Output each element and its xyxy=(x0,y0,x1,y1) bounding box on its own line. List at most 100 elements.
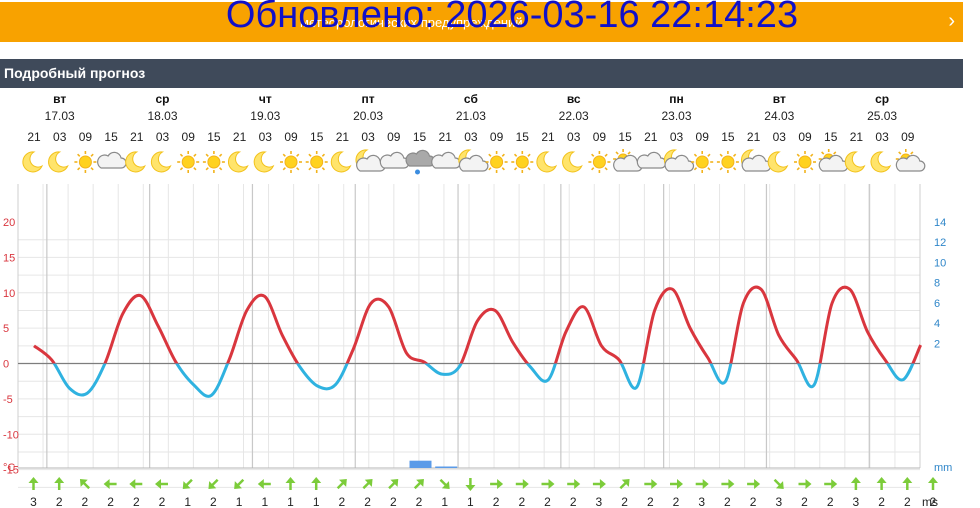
date-label: 24.03 xyxy=(764,109,794,123)
wind-arrow-icon xyxy=(234,478,245,489)
hour-label: 03 xyxy=(567,130,581,144)
weather-moon-icon xyxy=(228,151,249,173)
wind-speed-label: 1 xyxy=(313,495,320,508)
wind-arrow-icon xyxy=(721,479,735,489)
wind-speed-label: 2 xyxy=(724,495,731,508)
weather-cloud-icon xyxy=(379,151,410,169)
weather-sun-icon xyxy=(305,151,328,173)
weather-sun-icon xyxy=(511,151,534,173)
wind-arrow-icon xyxy=(695,479,709,489)
wind-arrow-icon xyxy=(28,477,39,490)
hour-label: 21 xyxy=(233,130,247,144)
temp-tick-label: 15 xyxy=(3,252,15,264)
wind-arrow-icon xyxy=(824,479,838,489)
precip-tick-label: 2 xyxy=(934,338,940,350)
hour-label: 03 xyxy=(875,130,889,144)
wind-arrow-icon xyxy=(850,477,861,490)
wind-speed-label: 1 xyxy=(287,495,294,508)
wind-speed-label: 1 xyxy=(184,495,191,508)
weather-moon-icon xyxy=(536,151,558,173)
wind-speed-label: 2 xyxy=(416,495,423,508)
wind-arrow-icon xyxy=(644,479,658,489)
banner-subtitle: метеорологических предупреждений xyxy=(300,15,523,30)
wind-speed-label: 2 xyxy=(544,495,551,508)
wind-arrow-icon xyxy=(465,478,476,491)
day-label: пт xyxy=(362,92,375,106)
wind-speed-label: 1 xyxy=(261,495,268,508)
weather-sun-icon xyxy=(177,151,200,173)
weather-moon-cloud-icon xyxy=(458,149,489,172)
temperature-line-cold xyxy=(52,363,915,398)
weather-sun-icon xyxy=(280,151,302,173)
wind-speed-label: 2 xyxy=(493,495,500,508)
temp-tick-label: -15 xyxy=(3,465,19,477)
weather-moon-icon xyxy=(48,151,69,173)
hour-label: 03 xyxy=(259,130,273,144)
wind-arrow-icon xyxy=(670,479,683,489)
weather-sun-icon xyxy=(74,151,97,173)
wind-speed-label: 3 xyxy=(775,495,782,508)
day-label: пн xyxy=(669,92,684,106)
wind-speed-label: 2 xyxy=(673,495,680,508)
wind-arrow-icon xyxy=(285,477,296,490)
temp-tick-label: -10 xyxy=(3,429,19,441)
hour-label: 21 xyxy=(439,130,453,144)
section-header: Подробный прогноз xyxy=(0,59,963,88)
wind-speed-label: 2 xyxy=(647,495,654,508)
wind-arrow-icon xyxy=(515,479,529,489)
day-label: чт xyxy=(259,92,272,106)
hour-label: 09 xyxy=(284,130,298,144)
wind-speed-label: 2 xyxy=(801,495,808,508)
precip-tick-label: 10 xyxy=(934,257,946,269)
wind-arrow-icon xyxy=(54,477,65,490)
wind-speed-label: 3 xyxy=(30,495,37,508)
wind-arrow-icon xyxy=(388,479,399,490)
wind-speed-label: 2 xyxy=(518,495,525,508)
weather-moon-icon xyxy=(125,151,146,173)
hour-label: 09 xyxy=(490,130,504,144)
wind-arrow-icon xyxy=(541,479,555,489)
date-label: 19.03 xyxy=(250,109,280,123)
wind-unit-label: ms xyxy=(922,495,938,508)
hour-label: 09 xyxy=(798,130,812,144)
precip-bar xyxy=(435,466,458,468)
wind-speed-label: 2 xyxy=(750,495,757,508)
hour-label: 09 xyxy=(79,130,93,144)
wind-speed-label: 2 xyxy=(56,495,63,508)
weather-moon-cloud-icon xyxy=(663,149,695,172)
weather-sun-icon xyxy=(691,151,714,173)
hour-label: 21 xyxy=(541,130,555,144)
temp-unit-label: °C xyxy=(3,462,15,474)
hour-label: 03 xyxy=(773,130,787,144)
wind-arrow-icon xyxy=(413,479,424,490)
warning-banner[interactable]: метеорологических предупреждений › xyxy=(0,2,963,42)
day-label: ср xyxy=(155,92,169,106)
hour-label: 15 xyxy=(104,130,118,144)
weather-sun-cloud-icon xyxy=(895,149,926,172)
hour-label: 15 xyxy=(824,130,838,144)
hour-label: 03 xyxy=(53,130,67,144)
day-label: сб xyxy=(464,92,478,106)
date-label: 17.03 xyxy=(45,109,75,123)
wind-arrow-icon xyxy=(592,479,606,489)
day-label: ср xyxy=(875,92,889,106)
weather-cloud-icon xyxy=(431,151,461,169)
wind-arrow-icon xyxy=(129,479,143,489)
wind-speed-label: 2 xyxy=(133,495,140,508)
wind-speed-label: 2 xyxy=(904,495,911,508)
precip-tick-label: 12 xyxy=(934,237,946,249)
wind-arrow-icon xyxy=(928,477,938,490)
wind-speed-label: 2 xyxy=(621,495,628,508)
weather-sun-cloud-icon xyxy=(818,149,849,172)
hour-label: 03 xyxy=(670,130,684,144)
weather-sun-icon xyxy=(485,151,508,173)
hour-label: 03 xyxy=(464,130,478,144)
weather-moon-icon xyxy=(767,151,789,173)
hour-label: 21 xyxy=(850,130,864,144)
weather-moon-cloud-icon xyxy=(741,149,772,172)
section-title: Подробный прогноз xyxy=(4,65,146,81)
weather-moon-icon xyxy=(844,151,866,173)
chevron-right-icon[interactable]: › xyxy=(948,10,955,32)
weather-sun-icon xyxy=(588,151,611,173)
wind-speed-label: 2 xyxy=(878,495,885,508)
